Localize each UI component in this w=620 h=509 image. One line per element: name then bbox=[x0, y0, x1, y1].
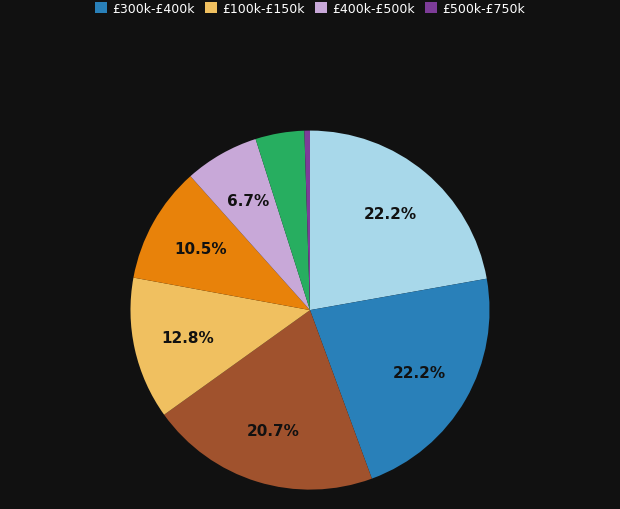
Wedge shape bbox=[255, 131, 310, 310]
Wedge shape bbox=[130, 278, 310, 415]
Wedge shape bbox=[310, 131, 487, 310]
Text: 20.7%: 20.7% bbox=[247, 423, 299, 438]
Text: 10.5%: 10.5% bbox=[174, 242, 227, 257]
Wedge shape bbox=[164, 310, 372, 490]
Legend: £250k-£300k, £300k-£400k, £200k-£250k, £100k-£150k, £150k-£200k, £400k-£500k, £5: £250k-£300k, £300k-£400k, £200k-£250k, £… bbox=[89, 0, 531, 22]
Text: 6.7%: 6.7% bbox=[227, 194, 269, 209]
Text: 22.2%: 22.2% bbox=[392, 365, 446, 380]
Wedge shape bbox=[304, 131, 310, 310]
Text: 12.8%: 12.8% bbox=[161, 330, 214, 345]
Wedge shape bbox=[190, 140, 310, 310]
Text: 22.2%: 22.2% bbox=[364, 207, 417, 222]
Wedge shape bbox=[310, 279, 490, 478]
Wedge shape bbox=[133, 177, 310, 310]
